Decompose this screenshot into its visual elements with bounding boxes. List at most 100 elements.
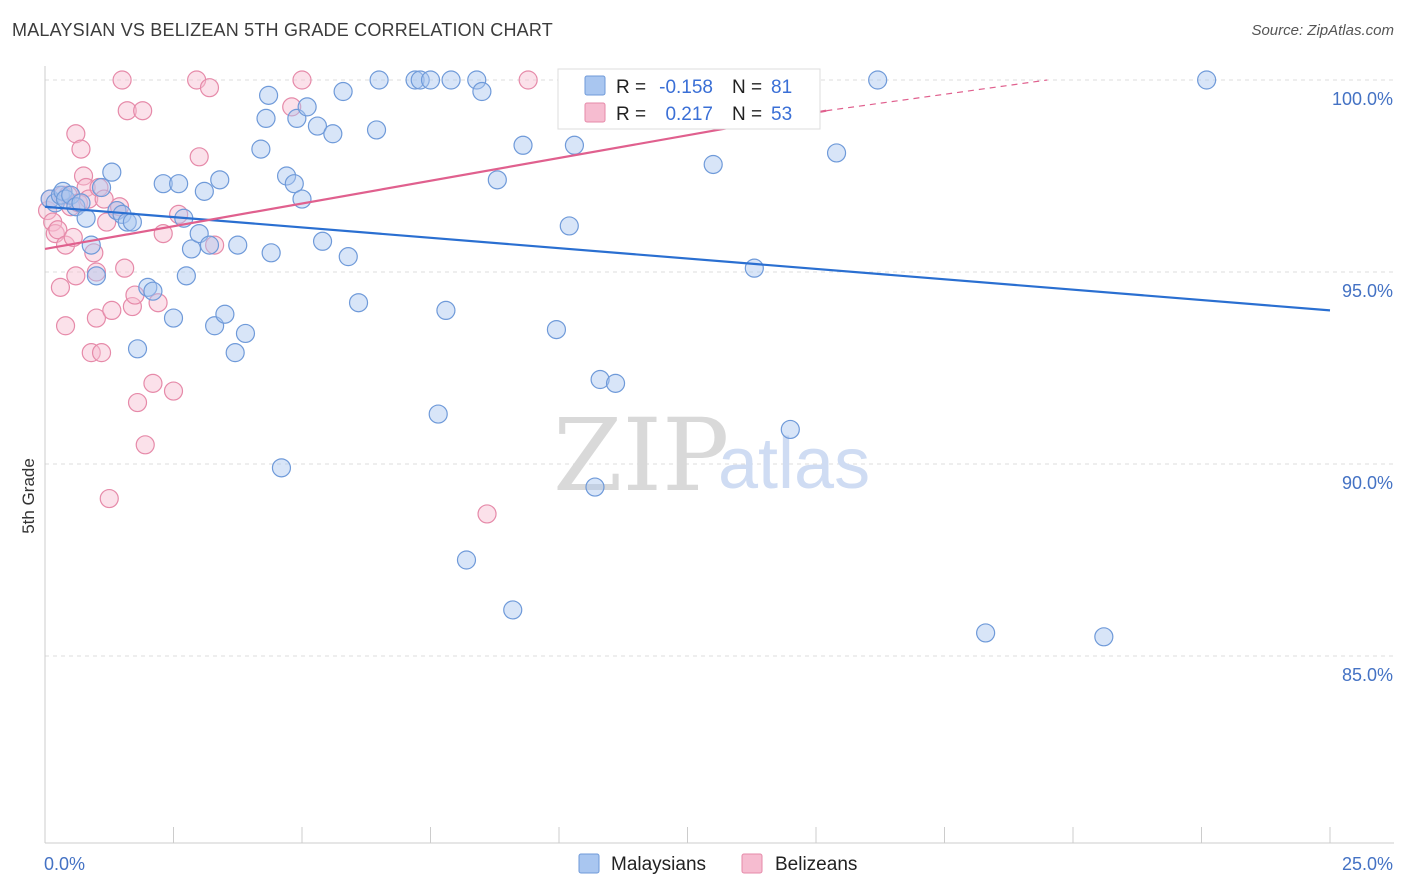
belizean-points <box>37 70 621 524</box>
bottom-legend: Malaysians Belizeans <box>578 853 857 875</box>
malaysian-point <box>703 154 723 175</box>
belizean-point <box>94 189 114 209</box>
bottom-legend-swatch-malaysians <box>578 853 600 874</box>
malaysian-points <box>40 70 1217 647</box>
malaysian-point <box>307 116 328 136</box>
legend-n-label-belizeans: N = <box>732 104 762 125</box>
x-tick-label: 0.0% <box>44 854 85 874</box>
malaysian-point <box>436 300 456 320</box>
malaysian-point <box>369 70 389 90</box>
malaysian-point <box>215 304 235 324</box>
malaysian-point <box>91 177 112 198</box>
malaysian-point <box>564 135 585 155</box>
malaysian-point <box>420 70 441 90</box>
belizean-point <box>115 258 135 278</box>
malaysian-point <box>590 369 610 390</box>
legend-n-value-malaysians: 81 <box>771 77 792 98</box>
y-tick-label: 85.0% <box>1342 665 1393 685</box>
malaysian-point <box>127 339 148 359</box>
x-tick-label: 25.0% <box>1342 854 1393 874</box>
malaysian-point <box>169 174 189 194</box>
malaysian-point <box>176 266 196 286</box>
malaysian-point <box>225 343 245 363</box>
belizean-point <box>189 147 209 167</box>
malaysian-point <box>199 235 220 255</box>
belizean-point <box>55 316 76 336</box>
belizean-point <box>63 227 83 248</box>
belizean-point <box>133 101 153 121</box>
malaysian-point <box>428 404 448 424</box>
belizean-point <box>163 381 184 401</box>
malaysian-point <box>559 216 579 236</box>
legend: R = -0.158 N = 81 R = 0.217 N = 53 <box>557 68 821 130</box>
malaysian-point <box>153 174 173 194</box>
malaysian-point <box>348 293 369 313</box>
belizean-point <box>81 343 101 363</box>
malaysian-point <box>1197 70 1217 90</box>
malaysian-point <box>251 139 271 159</box>
belizean-point <box>73 166 94 186</box>
belizean-point <box>99 488 119 509</box>
malaysian-point <box>284 174 304 194</box>
malaysian-point <box>405 70 425 90</box>
belizean-point <box>477 504 497 524</box>
malaysian-point <box>868 70 888 90</box>
legend-n-label-malaysians: N = <box>732 77 762 98</box>
y-tick-label: 100.0% <box>1332 89 1393 109</box>
malaysian-point <box>312 231 333 251</box>
malaysian-point <box>210 170 230 190</box>
malaysian-point <box>546 320 567 340</box>
malaysian-point <box>323 124 343 144</box>
y-tick-labels: 100.0% 95.0% 90.0% 85.0% <box>1332 89 1393 685</box>
bottom-legend-swatch-belizeans <box>741 853 763 874</box>
malaysian-point <box>71 193 91 213</box>
malaysian-point <box>261 243 281 263</box>
belizean-point <box>282 97 302 117</box>
malaysian-point <box>228 235 248 255</box>
malaysian-point <box>513 135 533 155</box>
malaysian-point <box>410 70 430 90</box>
belizean-point <box>135 435 155 455</box>
malaysian-point <box>76 208 96 228</box>
malaysian-trend-line <box>44 205 1331 312</box>
malaysian-point <box>276 166 297 186</box>
malaysian-point <box>333 81 353 102</box>
belizean-trend-extension <box>826 79 1048 112</box>
malaysian-point <box>256 108 276 129</box>
malaysian-point <box>181 239 202 259</box>
legend-n-value-belizeans: 53 <box>771 104 792 125</box>
belizean-point <box>205 235 225 255</box>
belizean-point <box>148 293 168 313</box>
malaysian-point <box>441 70 461 90</box>
belizean-point <box>199 78 220 98</box>
belizean-point <box>71 139 91 159</box>
malaysian-point <box>472 81 492 102</box>
malaysian-point <box>744 258 764 278</box>
y-axis-label: 5th Grade <box>19 458 38 534</box>
belizean-point <box>66 124 86 144</box>
malaysian-point <box>826 143 847 163</box>
malaysian-point <box>235 323 256 344</box>
x-tick-labels: 0.0% 25.0% <box>44 854 1393 874</box>
malaysian-point <box>456 550 477 570</box>
malaysian-point <box>271 458 292 478</box>
malaysian-point <box>163 308 184 328</box>
axes <box>44 66 1394 844</box>
belizean-point <box>66 266 86 286</box>
belizean-point <box>50 277 71 297</box>
belizean-point <box>48 220 68 240</box>
belizean-trend-line <box>44 109 827 251</box>
legend-swatch-belizeans <box>584 102 606 123</box>
watermark-zip: ZIP <box>553 397 729 514</box>
legend-r-value-malaysians: -0.158 <box>659 77 713 98</box>
legend-r-label-malaysians: R = <box>616 77 646 98</box>
legend-r-value-belizeans: 0.217 <box>665 104 713 125</box>
malaysian-point <box>122 212 142 232</box>
watermark: ZIP atlas <box>553 397 870 514</box>
malaysian-point <box>366 120 387 140</box>
source-label: Source: ZipAtlas.com <box>1251 22 1394 39</box>
belizean-point <box>122 296 142 317</box>
belizean-point <box>102 300 122 320</box>
bottom-legend-belizeans: Belizeans <box>775 854 857 875</box>
